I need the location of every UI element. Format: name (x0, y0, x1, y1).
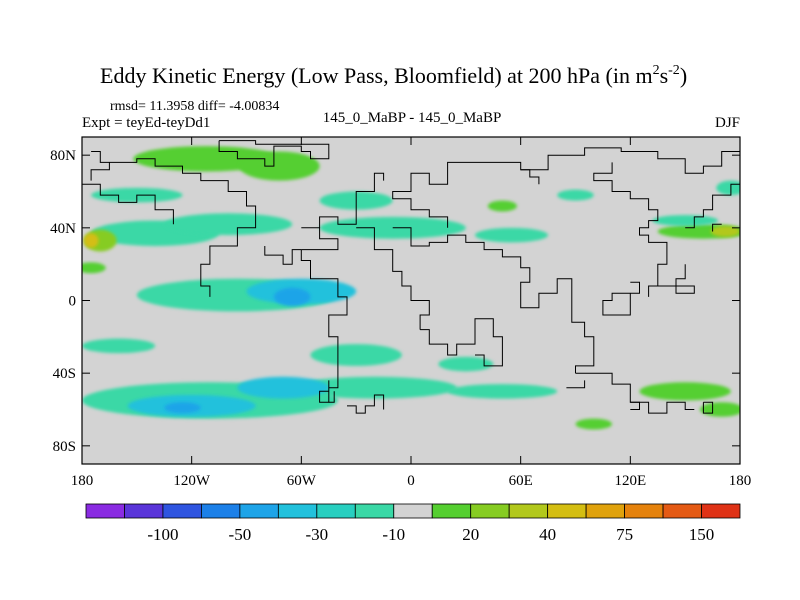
anomaly-south-east-green (699, 402, 740, 417)
stats-line: rmsd= 11.3958 diff= -4.00834 (110, 99, 279, 114)
x-tick-label: 60W (287, 473, 317, 489)
season-label: DJF (715, 115, 740, 131)
colorbar-swatch (354, 503, 395, 519)
coastline-segment (82, 183, 174, 225)
coastline-segment (575, 372, 695, 414)
colorbar-label: 40 (539, 525, 556, 544)
y-tick-label: 0 (69, 294, 77, 310)
anomaly-south-indian-cyan (447, 384, 558, 399)
x-tick-label: 60E (509, 473, 533, 489)
title-sup-minus2: -2 (668, 63, 680, 78)
coastline-segment (218, 140, 330, 167)
colorbar-swatch (662, 503, 702, 519)
coastline-segment (356, 227, 430, 330)
coastline-segment (630, 401, 640, 410)
coastline-segment (475, 147, 740, 174)
x-axis: 180 120W 60W 0 60E 120E 180 (71, 137, 752, 489)
coastline-segment (702, 401, 714, 414)
colorbar-swatch (239, 503, 279, 519)
anomaly-sub-antarctic-green (575, 418, 613, 430)
anomaly-ural-green (487, 200, 518, 212)
colorbar-swatch (547, 503, 587, 519)
y-tick-label: 80S (53, 439, 76, 455)
coastlines (82, 140, 740, 414)
anomaly-south-atlantic-band (310, 344, 402, 366)
y-tick-label: 40S (53, 366, 76, 382)
anomaly-south-pacific-cyan (82, 338, 156, 354)
colorbar-label: -50 (229, 525, 252, 544)
colorbar-label: -30 (305, 525, 328, 544)
colorbar-swatch (201, 503, 241, 519)
anomaly-asia-band (474, 227, 549, 243)
anomaly-arctic-green-2 (239, 151, 320, 181)
anomaly-equatorial-pacific-3 (273, 287, 311, 306)
colorbar-swatch (431, 503, 472, 519)
y-tick-label: 80N (50, 148, 76, 164)
colorbar-swatch (162, 503, 202, 519)
coastline-segment (301, 227, 339, 251)
center-label: 145_0_MaBP - 145_0_MaBP (323, 110, 502, 126)
coastline-segment (593, 162, 668, 297)
anomaly-indian-band (438, 356, 494, 372)
y-tick-label: 40N (50, 221, 76, 237)
x-tick-label: 180 (729, 473, 752, 489)
coastline-segment (319, 172, 385, 228)
anomaly-asia-north-cyan (557, 189, 594, 201)
anomaly-south-indian-green (639, 382, 731, 401)
coastline-segment (602, 281, 640, 316)
colorbar-swatch (393, 503, 433, 519)
coastline-segment (685, 183, 740, 229)
coastline-segment (328, 391, 335, 403)
anomaly-west-pacific-yellow (83, 233, 99, 248)
title-sup-2: 2 (653, 63, 660, 78)
anomaly-east-asia-yellow (710, 226, 740, 237)
colorbar-label: 150 (689, 525, 715, 544)
title-close: ) (680, 63, 687, 88)
coastline-segment (91, 151, 257, 297)
coastline-segment (712, 223, 722, 232)
coastline-segment (264, 246, 302, 265)
x-tick-label: 0 (407, 473, 415, 489)
colorbar-label: -100 (147, 525, 178, 544)
colorbar-swatch (316, 503, 356, 519)
coastline-segment (520, 169, 540, 185)
x-tick-label: 120W (173, 473, 211, 489)
colorbar-swatch (624, 503, 664, 519)
colorbar-swatch (124, 503, 164, 519)
anomaly-southern-ocean-cyan-2 (292, 376, 457, 399)
y-axis: 80N 40N 0 40S 80S (50, 148, 740, 455)
colorbar-swatch (508, 503, 549, 519)
coastline-segment (90, 162, 110, 181)
colorbar: -100 -50 -30 -10 20 40 75 150 (85, 503, 741, 544)
coastline-segment (566, 380, 586, 389)
coastline-segment (657, 264, 695, 294)
colorbar-label: 75 (616, 525, 633, 544)
title-s: s (660, 63, 669, 88)
colorbar-label: -10 (382, 525, 405, 544)
colorbar-swatch (701, 503, 741, 519)
coastline-segment (392, 227, 595, 374)
colorbar-label: 20 (462, 525, 479, 544)
anomaly-pacific-20n-green (82, 262, 106, 274)
coastline-segment (347, 394, 385, 414)
expt-line: Expt = teyEd-teyDd1 (82, 115, 210, 131)
anomaly-southern-ocean-deep (164, 402, 201, 414)
x-tick-label: 120E (614, 473, 646, 489)
coastline-segment (420, 318, 503, 367)
anomaly-east-asia-cyan (652, 215, 719, 227)
chart-title: Eddy Kinetic Energy (Low Pass, Bloomfiel… (100, 63, 687, 88)
coastline-segment (300, 249, 348, 403)
x-tick-label: 180 (71, 473, 94, 489)
anomaly-pacific-band-40n-b (164, 213, 293, 236)
colorbar-swatch (277, 503, 318, 519)
colorbar-swatch (85, 503, 125, 519)
coastline-segment (392, 161, 475, 228)
anomaly-southern-ocean-blue-2 (237, 376, 329, 399)
colorbar-swatch (470, 503, 510, 519)
colorbar-swatch (585, 503, 625, 519)
